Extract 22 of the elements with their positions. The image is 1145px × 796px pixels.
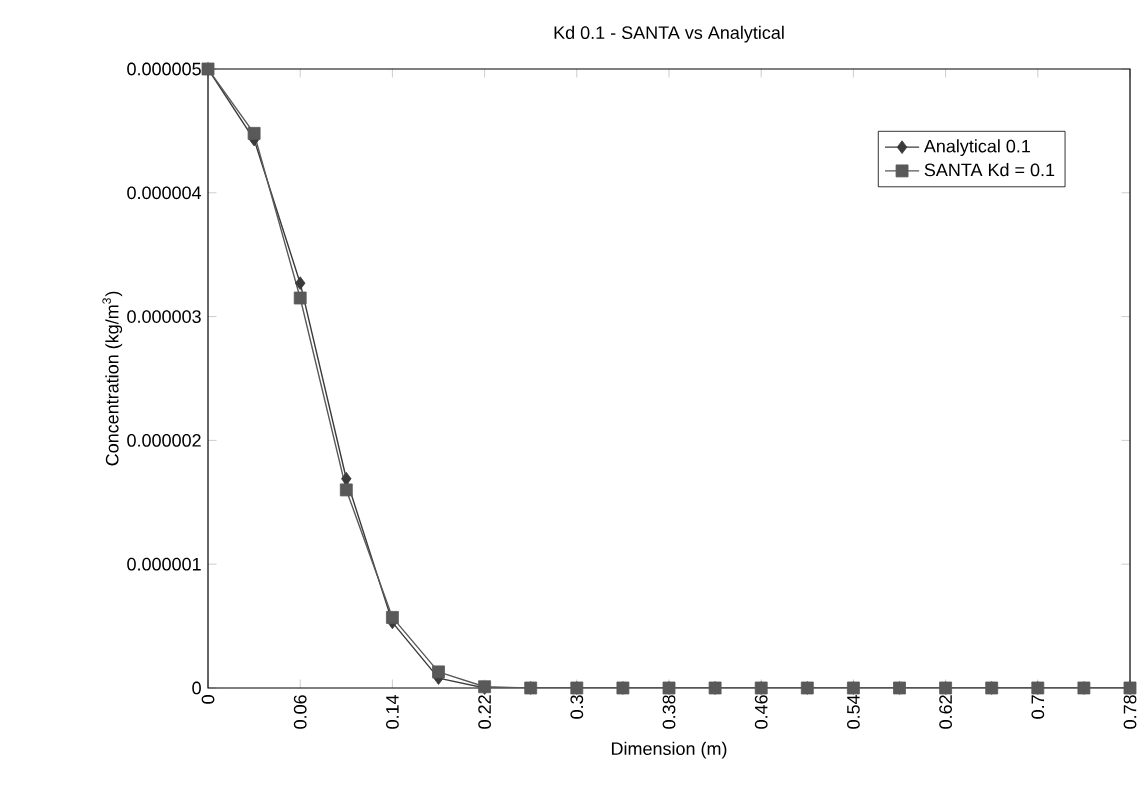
y-axis-title: Concentration (kg/m$^{3}$) xyxy=(102,291,123,466)
y-tick-label: 0.000002 xyxy=(127,434,201,447)
x-tick-label: 0.3 xyxy=(570,695,584,719)
legend-label: SANTA Kd = 0.1 xyxy=(924,163,1055,177)
x-tick-label: 0.38 xyxy=(662,695,676,729)
x-tick-label: 0.7 xyxy=(1031,695,1045,719)
x-tick-label: 0.78 xyxy=(1123,695,1137,729)
x-tick-label: 0.62 xyxy=(939,695,952,729)
legend-label: Analytical 0.1 xyxy=(923,139,1030,157)
x-tick-label: 0 xyxy=(201,695,215,704)
x-tick-label: 0.22 xyxy=(478,695,491,729)
y-tick-label: 0.000003 xyxy=(127,310,201,323)
x-tick-label: 0.46 xyxy=(754,695,768,729)
y-tick-label: 0.000001 xyxy=(127,557,201,571)
x-tick-label: 0.14 xyxy=(386,694,399,729)
chart-title: Kd 0.1 - SANTA vs Analytical xyxy=(554,25,784,43)
x-axis-title: Dimension (m) xyxy=(611,741,727,759)
x-tick-label: 0.06 xyxy=(293,695,307,729)
y-tick-label: 0.000005 xyxy=(127,62,201,76)
y-tick-label: 0.000004 xyxy=(127,186,202,200)
x-tick-label: 0.54 xyxy=(847,694,860,729)
y-tick-label: 0 xyxy=(192,681,201,695)
